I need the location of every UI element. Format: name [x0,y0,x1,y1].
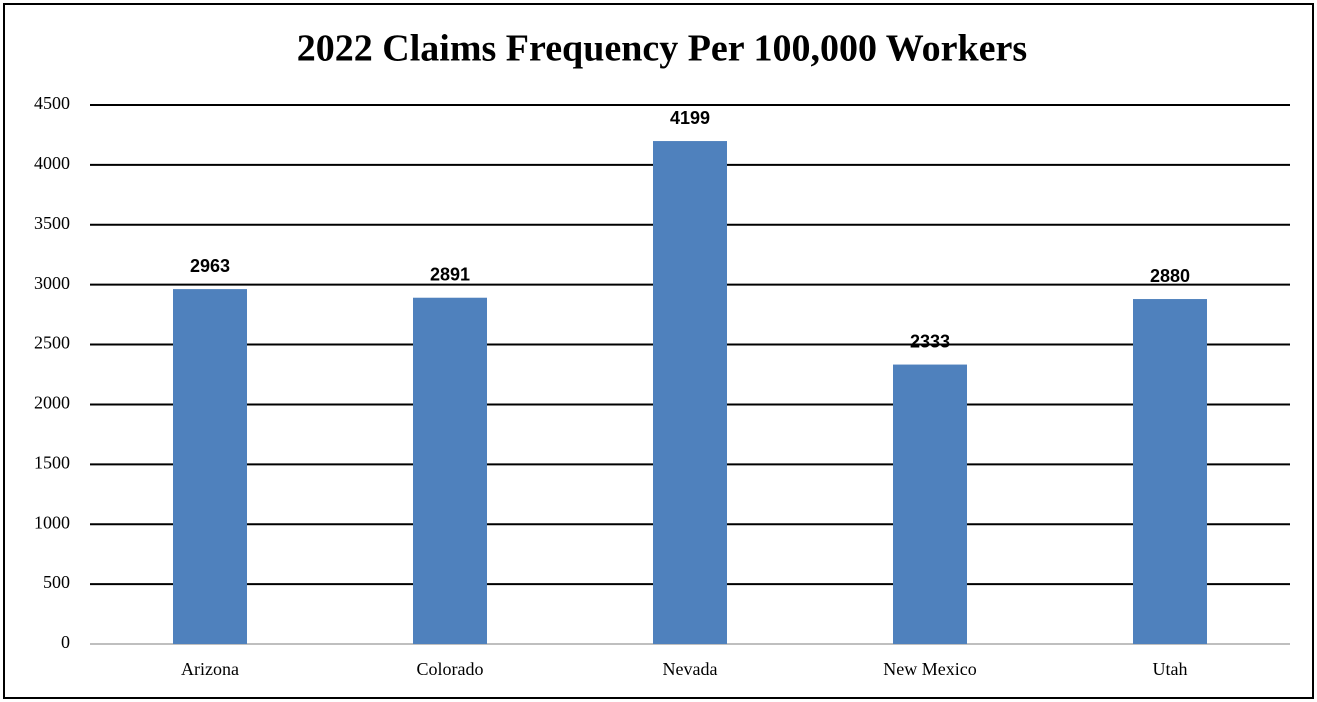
data-label: 2963 [190,256,230,276]
y-tick-label: 3500 [34,213,70,233]
bar [413,297,487,644]
x-tick-label: Arizona [181,659,239,679]
bar [653,141,727,645]
y-tick-label: 3000 [34,273,70,293]
x-tick-label: Nevada [663,659,718,679]
y-tick-label: 4500 [34,93,70,113]
chart-title: 2022 Claims Frequency Per 100,000 Worker… [297,28,1027,70]
x-tick-label: Colorado [417,659,484,679]
bar [1133,299,1207,644]
y-tick-label: 1000 [34,512,70,532]
data-label: 2880 [1150,266,1190,286]
y-tick-label: 0 [61,632,70,652]
y-tick-label: 1500 [34,452,70,472]
x-tick-label: Utah [1153,659,1188,679]
x-tick-label: New Mexico [883,659,976,679]
y-tick-label: 4000 [34,153,70,173]
data-label: 4199 [670,108,710,128]
data-label: 2333 [910,331,950,351]
y-tick-label: 2000 [34,393,70,413]
bar [173,289,247,644]
bar [893,364,967,644]
y-tick-label: 500 [43,572,70,592]
y-tick-label: 2500 [34,333,70,353]
data-label: 2891 [430,264,470,284]
